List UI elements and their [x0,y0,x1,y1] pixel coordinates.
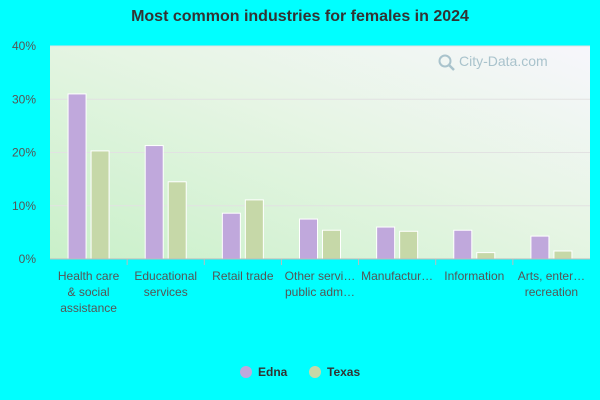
bar-edna [453,229,473,260]
bar-edna [376,226,396,260]
y-tick-label: 10% [12,199,36,213]
x-category-label: Health care [58,269,120,283]
x-category-label: & social [68,285,110,299]
magnifier-icon [438,54,455,71]
bar-edna [299,218,318,260]
x-category-label: Educational [134,269,197,283]
x-category-label: public adm… [285,285,355,299]
bar-edna [144,145,164,260]
x-category-label: Arts, enter… [518,269,585,283]
x-category-label: Manufactur… [361,269,433,283]
bar-texas [322,229,341,260]
legend-label: Texas [327,365,360,379]
bar-edna [530,235,550,260]
y-tick-label: 20% [12,146,36,160]
legend-swatch [309,366,321,378]
x-category-label: recreation [525,285,578,299]
bars [67,93,573,260]
x-axis: Health care & social assistance Educational… [58,259,585,315]
bar-texas [90,150,110,260]
bar-texas [399,230,419,260]
bar-texas [476,252,496,260]
x-category-label: Retail trade [212,269,274,283]
x-category-label: assistance [60,301,117,315]
x-category-label: services [144,285,188,299]
bar-edna [221,212,241,260]
chart-title: Most common industries for females in 20… [131,8,469,25]
y-tick-label: 0% [19,252,37,266]
bar-texas [167,181,187,260]
watermark: City-Data.com [438,53,548,71]
legend-item-edna: Edna [240,365,288,379]
legend: Edna Texas [240,365,360,379]
bar-texas [553,250,573,260]
bar-edna [67,93,87,260]
y-tick-label: 30% [12,92,36,106]
legend-item-texas: Texas [309,365,360,379]
watermark-text: City-Data.com [459,53,548,69]
legend-swatch [240,366,252,378]
y-axis: 0% 10% 20% 30% 40% [12,39,36,266]
x-category-label: Other servi… [285,269,356,283]
x-category-label: Information [444,269,504,283]
bar-texas [244,199,264,260]
y-tick-label: 40% [12,39,36,53]
gridlines [50,45,590,207]
legend-label: Edna [258,365,288,379]
